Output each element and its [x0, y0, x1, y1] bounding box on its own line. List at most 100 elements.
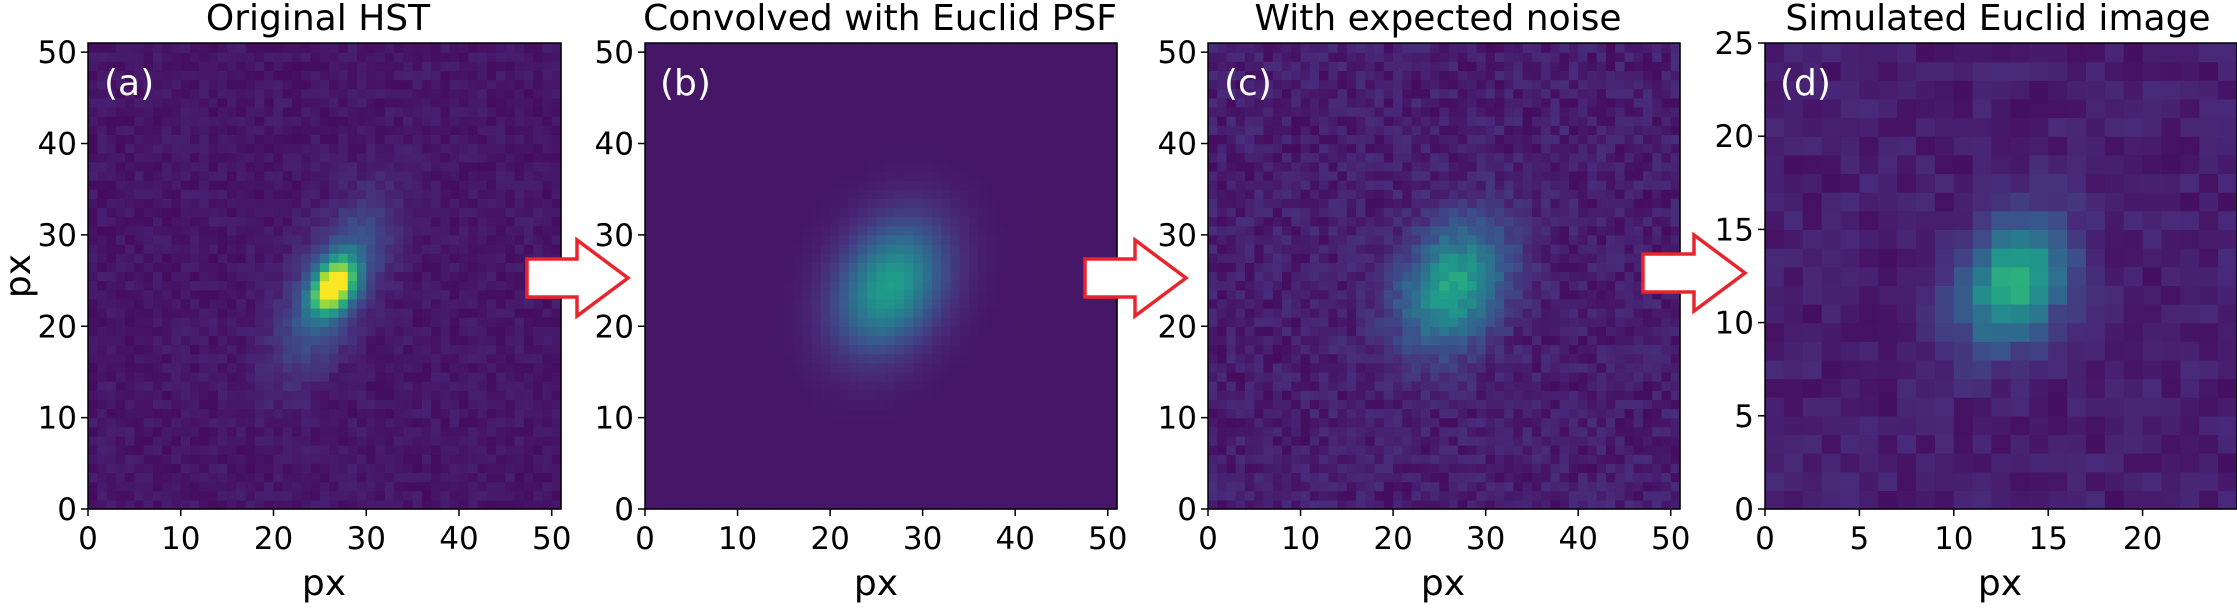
y-tick-label: 10 [38, 401, 77, 437]
heatmap-cell [208, 216, 219, 227]
heatmap-cell [774, 399, 785, 410]
heatmap-cell [421, 362, 432, 373]
heatmap-cell [1107, 207, 1118, 218]
heatmap-cell [245, 79, 256, 90]
heatmap-cell [292, 134, 302, 145]
heatmap-cell [477, 207, 488, 218]
heatmap-cell [793, 371, 803, 382]
heatmap-cell [292, 234, 302, 245]
heatmap-cell [171, 152, 182, 163]
heatmap-cell [486, 170, 497, 181]
heatmap-cell [449, 70, 460, 81]
heatmap-cell [830, 481, 840, 492]
heatmap-cell [839, 381, 850, 391]
heatmap-cell [514, 344, 525, 355]
heatmap-cell [329, 180, 340, 190]
heatmap-cell [756, 454, 766, 464]
heatmap-cell [811, 106, 822, 117]
heatmap-cell [180, 161, 191, 172]
heatmap-cell [551, 371, 562, 382]
heatmap-cell [1024, 180, 1035, 190]
heatmap-cell [412, 244, 423, 254]
heatmap-cell [162, 499, 173, 510]
heatmap-cell [737, 216, 748, 227]
heatmap-cell [857, 106, 868, 117]
heatmap-cell [254, 454, 265, 464]
heatmap-cell [199, 152, 210, 163]
heatmap-cell [301, 189, 312, 199]
heatmap-cell [329, 198, 340, 209]
heatmap-cell [1098, 298, 1109, 309]
heatmap-cell [542, 499, 553, 510]
heatmap-cell [876, 97, 887, 108]
heatmap-cell [115, 70, 126, 81]
heatmap-cell [190, 207, 200, 218]
heatmap-cell [1070, 161, 1081, 172]
heatmap-cell [319, 280, 330, 291]
heatmap-cell [1024, 280, 1035, 291]
heatmap-cell [106, 399, 117, 410]
heatmap-cell [190, 180, 200, 190]
heatmap-cell [950, 454, 961, 464]
heatmap-cell [264, 417, 275, 428]
heatmap-cell [959, 143, 970, 154]
heatmap-cell [505, 445, 516, 455]
heatmap-cell [682, 499, 692, 510]
heatmap-cell [1070, 216, 1081, 227]
heatmap-cell [412, 481, 423, 492]
heatmap-cell [987, 445, 998, 455]
heatmap-cell [737, 417, 748, 428]
heatmap-cell [700, 97, 711, 108]
heatmap-cell [950, 271, 961, 282]
heatmap-cell [894, 408, 905, 419]
heatmap-cell [663, 170, 674, 181]
heatmap-cell [329, 262, 340, 273]
heatmap-cell [931, 481, 942, 492]
heatmap-cell [682, 225, 692, 236]
heatmap-cell [125, 143, 135, 154]
heatmap-cell [765, 335, 776, 346]
heatmap-cell [1042, 435, 1053, 446]
heatmap-cell [1098, 161, 1109, 172]
heatmap-cell [959, 198, 970, 209]
heatmap-cell [217, 253, 228, 263]
heatmap-cell [746, 426, 757, 437]
heatmap-cell [709, 435, 720, 446]
heatmap-cell [1042, 180, 1053, 190]
heatmap-cell [254, 170, 265, 181]
heatmap-cell [728, 97, 739, 108]
heatmap-cell [533, 298, 544, 309]
heatmap-cell [645, 426, 655, 437]
heatmap-cell [1070, 170, 1081, 181]
heatmap-cell [458, 317, 469, 327]
heatmap-cell [199, 280, 210, 291]
heatmap-cell [533, 307, 544, 318]
heatmap-cell [264, 326, 275, 336]
heatmap-cell [885, 97, 896, 108]
heatmap-cell [654, 79, 665, 90]
heatmap-cell [542, 106, 553, 117]
heatmap-cell [1052, 216, 1063, 227]
heatmap-cell [793, 307, 803, 318]
heatmap-cell [162, 399, 173, 410]
heatmap-cell [310, 490, 321, 501]
heatmap-cell [273, 454, 284, 464]
heatmap-cell [820, 198, 831, 209]
heatmap-cell [737, 371, 748, 382]
heatmap-cell [1033, 198, 1044, 209]
heatmap-cell [449, 244, 460, 254]
heatmap-cell [180, 70, 191, 81]
heatmap-cell [1005, 198, 1016, 209]
heatmap-cell [709, 262, 720, 273]
heatmap-cell [356, 307, 367, 318]
heatmap-cell [728, 189, 739, 199]
heatmap-cell [347, 43, 358, 53]
heatmap-cell [458, 234, 469, 245]
heatmap-cell [394, 454, 404, 464]
heatmap-cell [719, 390, 729, 400]
heatmap-cell [978, 262, 989, 273]
heatmap-cell [987, 298, 998, 309]
heatmap-cell [180, 61, 191, 72]
heatmap-cell [533, 371, 544, 382]
heatmap-cell [1079, 189, 1090, 199]
